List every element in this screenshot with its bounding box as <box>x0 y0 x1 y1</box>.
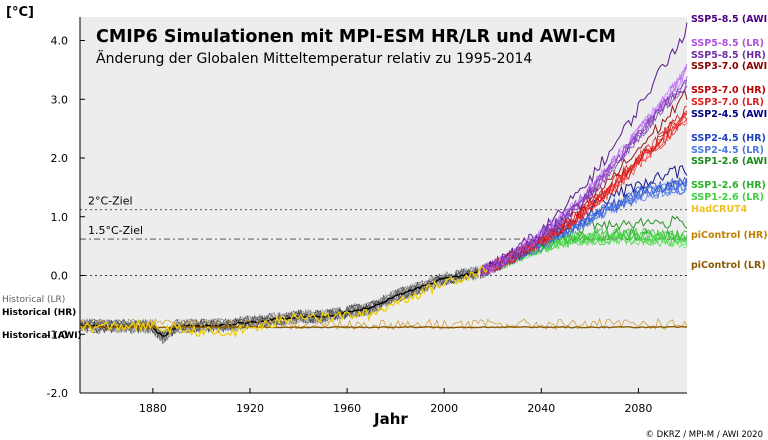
scenario-line-2-3 <box>480 76 688 272</box>
legend-label-8: SSP2-4.5 (LR) <box>691 145 764 156</box>
legend-label-0: SSP5-8.5 (AWI) <box>691 14 768 25</box>
reference-label-1: 1.5°C-Ziel <box>88 224 143 237</box>
legend-label-7: SSP2-4.5 (HR) <box>691 133 766 144</box>
y-tick-label-5: -1.0 <box>47 328 68 341</box>
y-axis-unit: [°C] <box>6 5 34 20</box>
legend-label-1: SSP5-8.5 (LR) <box>691 38 764 49</box>
axes-group: 4.0 3.0 2.0 1.0 0.0 -1.0 -2.0 1880 1920 1960 2000 2… <box>47 17 687 415</box>
scenario-line-2-0 <box>480 85 688 276</box>
y-tick-label-1: 3.0 <box>51 93 69 106</box>
x-tick-label-1: 1920 <box>236 402 264 415</box>
x-tick-label-3: 2000 <box>430 402 458 415</box>
historical-label-2: Historical (AWI) <box>2 331 82 341</box>
legend-label-14: piControl (LR) <box>691 260 766 271</box>
historical-label-0: Historical (LR) <box>2 295 65 305</box>
legend-label-11: SSP1-2.6 (LR) <box>691 192 764 203</box>
picontrol-hr-line <box>79 317 688 332</box>
picontrol-lr-line <box>79 325 688 329</box>
legend-label-2: SSP5-8.5 (HR) <box>691 50 766 61</box>
legend-label-10: SSP1-2.6 (HR) <box>691 180 766 191</box>
credit-text: © DKRZ / MPI-M / AWI 2020 <box>645 430 763 440</box>
x-tick-label-4: 2040 <box>527 402 555 415</box>
legend-label-3: SSP3-7.0 (AWI) <box>691 61 768 72</box>
y-tick-label-4: 0.0 <box>51 270 69 283</box>
x-tick-label-0: 1880 <box>139 402 167 415</box>
y-tick-label-2: 2.0 <box>51 152 69 165</box>
reference-label-0: 2°C-Ziel <box>88 195 133 208</box>
chart-title: CMIP6 Simulationen mit MPI-ESM HR/LR und… <box>96 27 616 47</box>
legend-label-12: HadCRUT4 <box>691 204 748 215</box>
historical-label-1: Historical (HR) <box>2 308 76 318</box>
x-tick-label-5: 2080 <box>624 402 652 415</box>
scenario-line-4-3 <box>480 112 688 274</box>
legend-label-13: piControl (HR) <box>691 230 768 241</box>
legend-label-6: SSP2-4.5 (AWI) <box>691 109 768 120</box>
legend-label-5: SSP3-7.0 (LR) <box>691 97 764 108</box>
right-legend: SSP5-8.5 (AWI) SSP5-8.5 (LR)SSP5-8.5 (HR)… <box>691 14 768 271</box>
x-tick-label-2: 1960 <box>333 402 361 415</box>
chart-subtitle: Änderung der Globalen Mitteltemperatur r… <box>96 49 532 67</box>
x-axis-label: Jahr <box>373 410 408 428</box>
hadcrut4-line <box>79 266 489 339</box>
legend-label-9: SSP1-2.6 (AWI) <box>691 156 768 167</box>
y-tick-label-6: -2.0 <box>47 387 68 400</box>
y-tick-label-3: 1.0 <box>51 211 69 224</box>
scenario-line-2-2 <box>480 79 688 271</box>
legend-label-4: SSP3-7.0 (HR) <box>691 85 766 96</box>
left-legend: Historical (LR) Historical (HR) Historical… <box>2 295 82 341</box>
series-group <box>79 22 688 345</box>
y-tick-label-0: 4.0 <box>51 35 69 48</box>
